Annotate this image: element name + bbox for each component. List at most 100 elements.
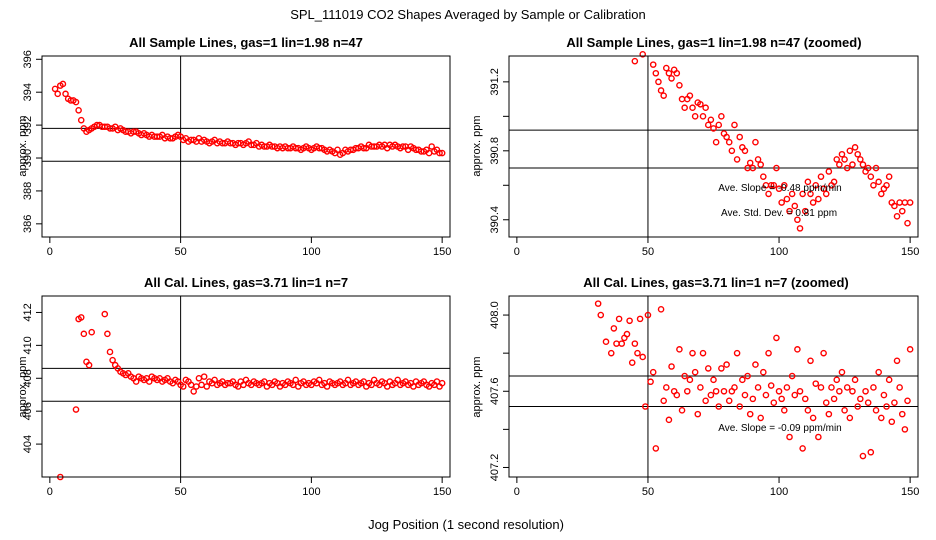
data-point bbox=[749, 164, 757, 172]
data-point bbox=[857, 156, 864, 163]
data-point bbox=[875, 178, 882, 186]
data-point bbox=[631, 340, 639, 347]
x-tick-label: 50 bbox=[174, 246, 186, 258]
data-point bbox=[649, 61, 657, 68]
data-point bbox=[712, 387, 720, 395]
data-point bbox=[825, 168, 833, 175]
data-point bbox=[825, 410, 833, 418]
data-point bbox=[315, 376, 323, 384]
data-point bbox=[200, 373, 208, 380]
data-point bbox=[877, 190, 885, 198]
x-tick-label: 0 bbox=[514, 246, 520, 258]
y-axis-label: approx. ppm bbox=[471, 356, 483, 417]
axis-ticks: 0 50 100 150 386 388 390 392 394 396 bbox=[22, 50, 451, 258]
data-point bbox=[812, 181, 820, 189]
x-tick-label: 100 bbox=[302, 486, 320, 498]
data-point bbox=[85, 361, 93, 369]
data-point bbox=[741, 147, 749, 155]
stddev-annotation: Ave. Std. Dev. = 0.81 ppm bbox=[721, 208, 837, 219]
y-tick-label: 392 bbox=[22, 116, 34, 134]
data-point bbox=[791, 202, 799, 210]
data-point bbox=[859, 161, 867, 168]
data-point bbox=[862, 387, 869, 395]
x-tick-label: 50 bbox=[642, 246, 654, 258]
data-point bbox=[883, 403, 890, 410]
data-points bbox=[51, 80, 446, 159]
data-point bbox=[807, 357, 814, 365]
data-point bbox=[80, 330, 88, 338]
data-point bbox=[665, 416, 673, 424]
data-point bbox=[851, 376, 859, 384]
data-point bbox=[885, 376, 893, 384]
data-point bbox=[101, 310, 109, 318]
data-point bbox=[796, 387, 804, 395]
data-point bbox=[707, 391, 715, 399]
data-point bbox=[838, 150, 846, 158]
y-tick-label: 390.8 bbox=[489, 137, 501, 165]
data-point bbox=[668, 75, 675, 82]
data-point bbox=[689, 349, 696, 357]
data-point bbox=[880, 391, 888, 399]
data-point bbox=[822, 190, 830, 198]
data-point bbox=[59, 80, 67, 88]
y-axis-label: approx. ppm bbox=[471, 115, 483, 176]
x-tick-label: 150 bbox=[901, 486, 919, 498]
data-point bbox=[822, 399, 830, 406]
data-point bbox=[145, 378, 153, 385]
data-point bbox=[867, 448, 875, 456]
data-point bbox=[896, 384, 903, 391]
data-point bbox=[712, 138, 720, 146]
data-point bbox=[723, 361, 730, 368]
y-tick-label: 394 bbox=[22, 83, 34, 101]
data-point bbox=[870, 181, 877, 189]
panel-title: All Sample Lines, gas=1 lin=1.98 n=47 (z… bbox=[566, 35, 861, 50]
data-point bbox=[830, 395, 838, 403]
x-tick-label: 0 bbox=[47, 246, 53, 258]
data-point bbox=[62, 90, 69, 98]
panel-title: All Cal. Lines, gas=3.71 lin=1 n=7 bbox=[144, 275, 348, 290]
data-point bbox=[841, 156, 848, 163]
data-point bbox=[794, 216, 801, 224]
data-point bbox=[796, 225, 804, 232]
data-point bbox=[211, 376, 218, 384]
data-point bbox=[804, 178, 812, 186]
data-point bbox=[54, 90, 61, 98]
data-point bbox=[817, 173, 825, 180]
y-axis-label: approx. ppm bbox=[17, 356, 29, 417]
data-point bbox=[657, 306, 665, 313]
data-point bbox=[610, 325, 618, 332]
data-point bbox=[757, 414, 764, 422]
data-point bbox=[843, 384, 851, 391]
data-point bbox=[51, 85, 59, 93]
data-point bbox=[854, 403, 861, 410]
data-point bbox=[783, 384, 791, 391]
y-tick-label: 412 bbox=[22, 303, 34, 321]
data-point bbox=[660, 92, 667, 99]
data-point bbox=[833, 376, 841, 384]
data-point bbox=[725, 138, 733, 146]
data-point bbox=[697, 384, 704, 391]
data-point bbox=[77, 314, 85, 321]
data-point bbox=[849, 387, 856, 395]
data-point bbox=[867, 173, 875, 180]
data-point bbox=[106, 348, 114, 356]
data-point bbox=[780, 407, 788, 414]
plot-frame bbox=[508, 295, 919, 478]
data-point bbox=[292, 376, 299, 384]
data-point bbox=[883, 181, 890, 189]
data-point bbox=[710, 125, 717, 132]
data-point bbox=[649, 368, 657, 376]
data-point bbox=[904, 219, 911, 227]
data-point bbox=[686, 92, 694, 99]
data-point bbox=[631, 57, 639, 65]
x-tick-label: 0 bbox=[47, 486, 53, 498]
data-point bbox=[699, 349, 707, 357]
y-tick-label: 408.0 bbox=[489, 301, 501, 329]
data-point bbox=[836, 387, 843, 395]
data-point bbox=[767, 382, 775, 389]
data-point bbox=[838, 368, 846, 376]
data-point bbox=[657, 87, 665, 94]
data-point bbox=[702, 397, 709, 405]
